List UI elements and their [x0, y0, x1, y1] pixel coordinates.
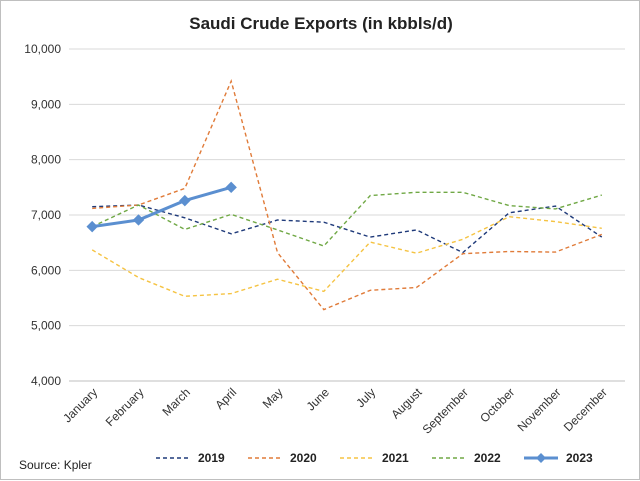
y-tick-label: 8,000 — [31, 153, 61, 167]
legend-item-2022: 2022 — [432, 451, 501, 465]
x-tick-label: June — [304, 385, 333, 414]
series-line-2019 — [92, 204, 603, 254]
point-2023-March — [179, 194, 191, 207]
legend-item-2023: 2023 — [524, 451, 593, 465]
legend-label: 2019 — [198, 451, 225, 465]
series-2022 — [91, 191, 602, 247]
series-2021 — [91, 215, 602, 298]
legend: 2019 2020 2021 2022 2023 — [156, 451, 593, 465]
point-2023-January — [86, 220, 98, 233]
point-2023-April — [225, 181, 237, 194]
legend-label: 2022 — [474, 451, 501, 465]
series-line-2023 — [91, 185, 232, 229]
y-tick-label: 5,000 — [31, 319, 61, 333]
axes: 4,000 5,000 6,000 7,000 8,000 9,000 10,000 Janu… — [24, 42, 625, 437]
y-tick-label: 4,000 — [31, 374, 61, 388]
y-tick-label: 10,000 — [24, 42, 61, 56]
legend-label: 2023 — [566, 451, 593, 465]
series-2023 — [86, 181, 237, 233]
series-line-2022 — [91, 191, 602, 247]
series-2020 — [92, 78, 603, 311]
series-2019 — [92, 204, 603, 254]
x-tick-label: August — [388, 385, 425, 422]
source-note: Source: Kpler — [19, 458, 92, 472]
legend-label: 2021 — [382, 451, 409, 465]
x-tick-label: February — [103, 385, 147, 429]
series-line-2021 — [91, 215, 602, 298]
y-tick-label: 9,000 — [31, 97, 61, 111]
x-tick-label: November — [515, 385, 564, 434]
x-tick-label: December — [561, 385, 610, 434]
legend-label: 2020 — [290, 451, 317, 465]
x-tick-label: July — [353, 385, 378, 410]
legend-item-2020: 2020 — [248, 451, 317, 465]
x-tick-label: May — [260, 385, 286, 411]
x-tick-label: October — [477, 385, 517, 425]
x-tick-label: January — [60, 385, 100, 425]
legend-item-2021: 2021 — [340, 451, 409, 465]
series-line-2020 — [92, 78, 603, 311]
x-tick-label: April — [212, 385, 239, 412]
point-2023-February — [132, 214, 145, 226]
series-lines — [86, 78, 603, 311]
x-tick-label: September — [420, 385, 471, 436]
x-tick-label: March — [159, 385, 192, 418]
legend-item-2019: 2019 — [156, 451, 225, 465]
legend-marker — [536, 453, 546, 463]
y-tick-label: 7,000 — [31, 208, 61, 222]
chart-title: Saudi Crude Exports (in kbbls/d) — [189, 14, 453, 33]
gridlines — [69, 48, 625, 382]
y-tick-label: 6,000 — [31, 263, 61, 277]
